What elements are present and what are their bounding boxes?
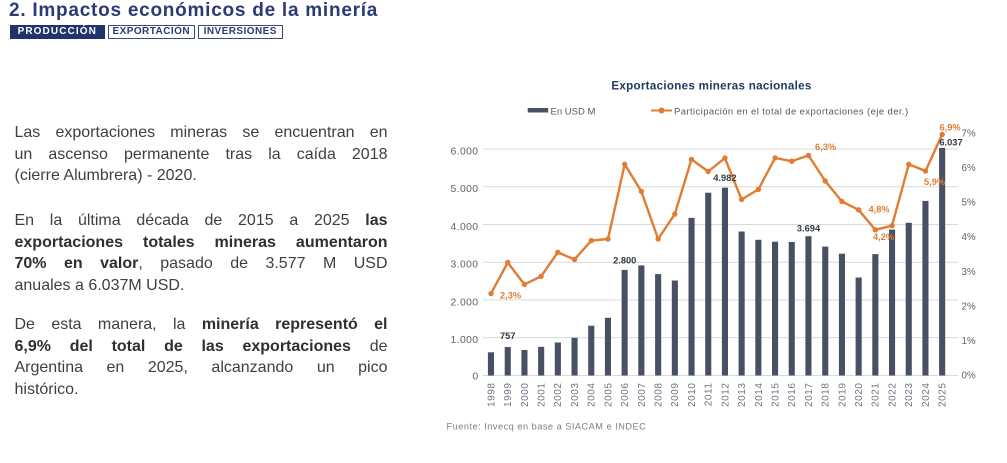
svg-text:1998: 1998 xyxy=(486,383,497,407)
svg-text:2022: 2022 xyxy=(887,383,898,407)
svg-text:2016: 2016 xyxy=(787,383,798,407)
svg-text:2018: 2018 xyxy=(821,383,832,407)
svg-text:4.000: 4.000 xyxy=(450,222,478,233)
svg-text:Fuente: Invecq en base a SIACA: Fuente: Invecq en base a SIACAM e INDEC xyxy=(447,422,647,432)
svg-text:2014: 2014 xyxy=(754,383,765,407)
svg-text:2009: 2009 xyxy=(670,383,681,407)
svg-text:2%: 2% xyxy=(962,301,976,312)
svg-text:6,3%: 6,3% xyxy=(815,142,837,152)
svg-text:4,8%: 4,8% xyxy=(869,205,891,215)
svg-text:5,9%: 5,9% xyxy=(924,177,946,187)
svg-text:2020: 2020 xyxy=(854,383,865,407)
svg-text:2.800: 2.800 xyxy=(613,256,636,266)
svg-text:6,9%: 6,9% xyxy=(940,123,962,133)
svg-text:4.982: 4.982 xyxy=(713,173,736,183)
svg-text:3%: 3% xyxy=(962,267,976,278)
svg-text:5.000: 5.000 xyxy=(450,184,478,195)
svg-text:2011: 2011 xyxy=(704,383,715,407)
svg-text:Participación en el total de e: Participación en el total de exportacion… xyxy=(674,107,909,118)
svg-text:2019: 2019 xyxy=(837,383,848,407)
svg-text:2,3%: 2,3% xyxy=(500,291,522,301)
svg-text:2021: 2021 xyxy=(871,383,882,407)
svg-text:Exportaciones mineras nacional: Exportaciones mineras nacionales xyxy=(611,80,811,93)
svg-text:2002: 2002 xyxy=(553,383,564,407)
svg-text:4%: 4% xyxy=(962,232,976,243)
svg-text:6.037: 6.037 xyxy=(939,138,962,148)
svg-text:2013: 2013 xyxy=(737,383,748,407)
svg-text:2.000: 2.000 xyxy=(450,297,478,308)
svg-text:4,2%: 4,2% xyxy=(873,232,895,242)
svg-text:3.000: 3.000 xyxy=(450,260,478,271)
svg-text:1999: 1999 xyxy=(503,383,514,407)
svg-text:3.694: 3.694 xyxy=(797,224,821,234)
svg-text:2007: 2007 xyxy=(637,383,648,407)
svg-text:757: 757 xyxy=(500,331,516,341)
svg-text:1.000: 1.000 xyxy=(450,335,478,346)
svg-text:2010: 2010 xyxy=(687,383,698,407)
svg-text:2015: 2015 xyxy=(771,383,782,407)
svg-text:2001: 2001 xyxy=(537,383,548,407)
svg-text:0: 0 xyxy=(472,372,478,383)
svg-text:2024: 2024 xyxy=(921,383,932,407)
svg-text:En USD M: En USD M xyxy=(551,107,596,118)
svg-text:2023: 2023 xyxy=(904,383,915,407)
svg-text:2005: 2005 xyxy=(603,383,614,407)
svg-text:2006: 2006 xyxy=(620,383,631,407)
svg-text:6%: 6% xyxy=(962,163,976,174)
svg-text:2012: 2012 xyxy=(720,383,731,407)
svg-text:2025: 2025 xyxy=(938,383,949,407)
svg-text:2017: 2017 xyxy=(804,383,815,407)
svg-text:5%: 5% xyxy=(962,198,976,209)
svg-text:1%: 1% xyxy=(962,336,976,347)
svg-text:2004: 2004 xyxy=(587,383,598,407)
svg-text:6.000: 6.000 xyxy=(450,147,478,158)
svg-text:7%: 7% xyxy=(962,128,976,139)
svg-text:2008: 2008 xyxy=(654,383,665,407)
svg-text:2000: 2000 xyxy=(520,383,531,407)
svg-text:0%: 0% xyxy=(962,371,976,382)
svg-text:2003: 2003 xyxy=(570,383,581,407)
